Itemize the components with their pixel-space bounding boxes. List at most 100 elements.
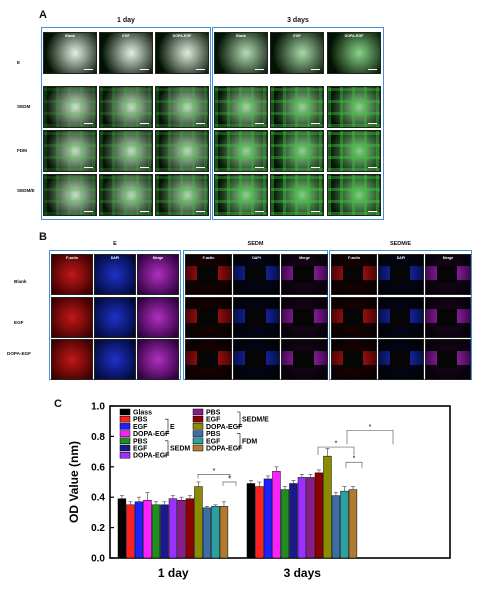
legend-group-bracket <box>165 418 169 434</box>
legend-swatch <box>192 437 204 445</box>
legend-label: DOPA-EGF <box>206 446 243 453</box>
legend-label: PBS <box>133 438 148 445</box>
scaffold-pore <box>343 308 363 327</box>
significance-star: * <box>369 424 372 431</box>
panel-a-image-tile: DOPA-EGF <box>155 32 209 74</box>
scale-bar <box>255 68 264 70</box>
panel-b-image-tile <box>425 339 471 380</box>
y-tick-label: 0.2 <box>91 523 105 534</box>
panel-a-image-tile <box>155 86 209 128</box>
panel-a-image-tile: EGF <box>270 32 324 74</box>
panel-b-col-label: Merge <box>299 256 310 260</box>
panel-a-image-tile: DOPA-EGF <box>327 32 381 74</box>
panel-a-image-tile <box>155 174 209 216</box>
scaffold-pore <box>197 265 218 284</box>
panel-a-row-label: E <box>17 60 21 65</box>
legend-label: EGF <box>206 417 221 424</box>
panel-b-image-tile: Merge <box>281 254 328 295</box>
bar <box>297 477 307 559</box>
panel-a-row-label: SEDM/E <box>17 188 35 193</box>
significance-star: * <box>335 441 338 448</box>
scale-bar <box>196 166 205 168</box>
bar <box>348 489 358 559</box>
legend-label: Glass <box>133 410 152 417</box>
panel-b-image-tile <box>378 339 424 380</box>
y-tick-label: 0.0 <box>91 554 105 565</box>
scale-bar <box>84 210 93 212</box>
panel-b-row-label: Blank <box>14 279 27 284</box>
scale-bar <box>140 210 149 212</box>
scaffold-pore <box>293 308 314 327</box>
bar <box>194 486 203 559</box>
scale-bar <box>311 122 320 124</box>
bar <box>151 504 161 559</box>
panel-a-image-tile <box>214 86 268 128</box>
legend-swatch <box>192 423 204 430</box>
scale-bar <box>196 210 205 212</box>
panel-a-image-tile: EGF <box>99 32 153 74</box>
bar <box>185 498 195 559</box>
legend-label: DOPA-EGF <box>133 431 170 438</box>
panel-b-image-tile <box>281 339 328 380</box>
panel-b-image-tile <box>378 297 424 338</box>
scale-bar <box>255 122 264 124</box>
panel-b-image-tile <box>94 339 136 380</box>
bar <box>134 501 144 559</box>
panel-b-image-tile: F-actin <box>51 254 93 295</box>
panel-a-image-tile <box>43 86 97 128</box>
panel-a-header-3days: 3 days <box>287 17 309 24</box>
panel-b-image-tile <box>137 297 179 338</box>
scaffold-pore <box>390 265 410 284</box>
panel-a-image-tile: Blank <box>43 32 97 74</box>
bar <box>246 483 256 559</box>
panel-b-image-tile <box>233 339 280 380</box>
bar <box>126 504 135 559</box>
panel-b-col-label: DAPI <box>252 256 261 260</box>
y-tick-label: 1.0 <box>91 402 105 413</box>
y-tick-label: 0.4 <box>91 493 105 504</box>
legend-swatch <box>192 430 204 437</box>
panel-b-image-tile: F-actin <box>331 254 377 295</box>
panel-a-label: A <box>39 9 47 21</box>
legend-swatch <box>192 408 204 416</box>
significance-bracket <box>345 461 363 469</box>
significance-star: * <box>353 456 356 463</box>
significance-star: * <box>228 476 231 483</box>
panel-c-label: C <box>54 398 62 410</box>
panel-b-image-tile: DAPI <box>94 254 136 295</box>
scaffold-pore <box>245 308 266 327</box>
scaffold-pore <box>245 350 266 369</box>
y-axis-label: OD Value (nm) <box>67 441 81 523</box>
significance-bracket <box>222 481 237 486</box>
panel-a-col-label: EGF <box>122 34 130 38</box>
panel-b-group-header: SEDM <box>247 241 264 247</box>
panel-a-col-label: DOPA-EGF <box>344 34 364 38</box>
bar <box>255 486 264 559</box>
scale-bar <box>311 210 320 212</box>
panel-b-image-tile <box>425 297 471 338</box>
scale-bar <box>84 166 93 168</box>
panel-a-image-tile <box>214 174 268 216</box>
panel-a-frame-2 <box>212 27 384 220</box>
scaffold-pore <box>245 265 266 284</box>
bar <box>289 483 298 559</box>
x-category-label: 3 days <box>284 566 322 580</box>
panel-a-frame-1 <box>41 27 211 220</box>
bar <box>202 507 212 559</box>
scaffold-pore <box>437 350 457 369</box>
legend-label: PBS <box>206 431 221 438</box>
scale-bar <box>368 166 377 168</box>
panel-b-image-tile <box>51 297 93 338</box>
panel-a-image-tile <box>155 130 209 172</box>
panel-a-row-label: FDM <box>17 148 27 153</box>
legend-group-bracket <box>237 433 241 449</box>
bar <box>168 498 178 559</box>
y-tick-label: 0.6 <box>91 462 105 473</box>
bar <box>211 506 220 559</box>
panel-a-image-tile: Blank <box>214 32 268 74</box>
panel-b-image-tile <box>51 339 93 380</box>
panel-b-row-label: DOPA-EGF <box>7 351 31 356</box>
bar <box>323 455 332 559</box>
panel-b-col-label: Merge <box>442 256 454 260</box>
legend-label: PBS <box>133 417 148 424</box>
